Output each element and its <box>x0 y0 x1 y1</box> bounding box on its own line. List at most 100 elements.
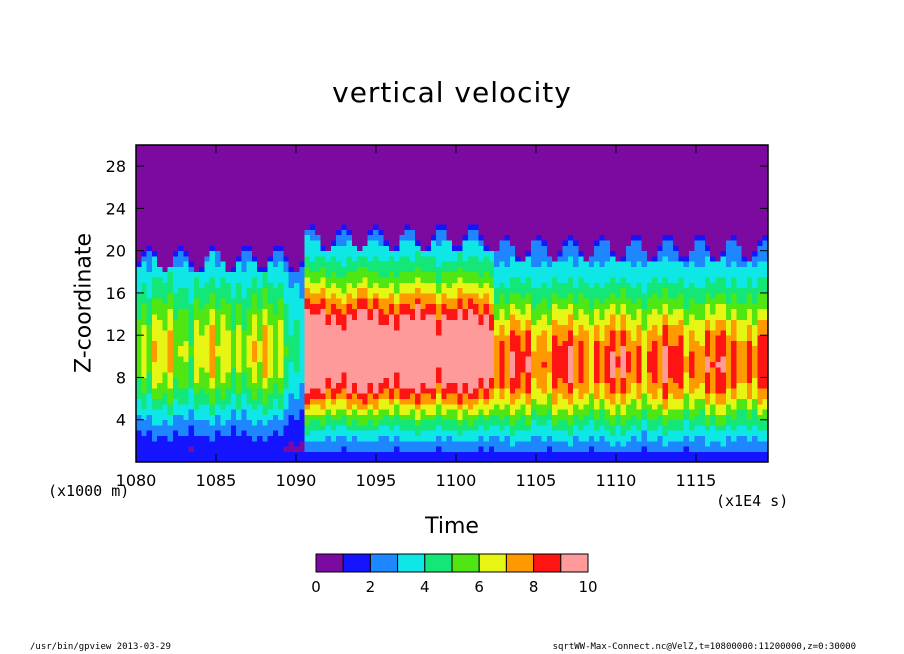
heatmap-cell <box>167 430 174 436</box>
heatmap-cell <box>262 393 269 399</box>
heatmap-cell <box>162 425 168 431</box>
heatmap-cell <box>299 234 305 241</box>
heatmap-cell <box>178 398 184 405</box>
heatmap-cell <box>178 403 184 410</box>
heatmap-cell <box>488 245 495 252</box>
heatmap-cell <box>199 393 205 399</box>
heatmap-cell <box>294 446 300 452</box>
heatmap-cell <box>546 430 553 436</box>
heatmap-cell <box>462 372 469 378</box>
heatmap-cell <box>420 176 427 183</box>
heatmap-cell <box>509 282 516 289</box>
heatmap-cell <box>193 351 200 357</box>
heatmap-cell <box>362 382 369 389</box>
heatmap-cell <box>320 319 326 326</box>
heatmap-cell <box>341 266 348 273</box>
heatmap-cell <box>441 456 448 463</box>
heatmap-cell <box>483 266 490 273</box>
heatmap-cell <box>546 240 553 246</box>
heatmap-cell <box>141 372 147 378</box>
heatmap-cell <box>473 409 479 415</box>
heatmap-cell <box>488 282 495 289</box>
heatmap-cell <box>541 319 548 326</box>
heatmap-cell <box>425 266 432 273</box>
heatmap-cell <box>520 292 527 299</box>
heatmap-cell <box>204 255 211 262</box>
heatmap-cell <box>557 451 563 458</box>
heatmap-cell <box>251 197 258 204</box>
heatmap-cell <box>520 187 527 193</box>
heatmap-cell <box>525 372 532 378</box>
heatmap-cell <box>272 446 279 452</box>
heatmap-cell <box>452 440 458 447</box>
heatmap-cell <box>430 409 437 415</box>
heatmap-cell <box>394 377 400 384</box>
heatmap-cell <box>215 340 221 347</box>
heatmap-cell <box>483 324 490 331</box>
heatmap-cell <box>172 319 179 326</box>
heatmap-cell <box>267 388 274 394</box>
heatmap-cell <box>230 218 237 225</box>
heatmap-cell <box>504 372 511 378</box>
heatmap-cell <box>483 377 490 384</box>
heatmap-cell <box>136 213 142 220</box>
heatmap-cell <box>172 187 179 193</box>
heatmap-cell <box>199 197 205 204</box>
heatmap-cell <box>531 218 537 225</box>
heatmap-cell <box>246 203 253 209</box>
heatmap-cell <box>294 340 300 347</box>
heatmap-cell <box>262 181 269 188</box>
heatmap-cell <box>488 456 495 463</box>
heatmap-cell <box>309 155 316 162</box>
heatmap-cell <box>425 356 432 363</box>
heatmap-cell <box>251 271 258 278</box>
heatmap-cell <box>557 314 563 320</box>
heatmap-cell <box>246 187 253 193</box>
heatmap-cell <box>241 456 247 463</box>
heatmap-cell <box>304 218 311 225</box>
heatmap-cell <box>172 440 179 447</box>
heatmap-cell <box>346 298 353 304</box>
heatmap-cell <box>462 366 469 373</box>
heatmap-cell <box>278 366 284 373</box>
heatmap-cell <box>167 181 174 188</box>
heatmap-cell <box>552 324 558 331</box>
heatmap-cell <box>557 261 563 267</box>
heatmap-cell <box>531 282 537 289</box>
heatmap-cell <box>515 430 521 436</box>
heatmap-cell <box>541 345 548 352</box>
heatmap-cell <box>162 451 168 458</box>
heatmap-cell <box>562 414 569 421</box>
heatmap-cell <box>346 446 353 452</box>
heatmap-cell <box>304 271 311 278</box>
heatmap-cell <box>341 166 348 172</box>
heatmap-cell <box>478 377 484 384</box>
heatmap-cell <box>525 150 532 156</box>
heatmap-cell <box>294 398 300 405</box>
heatmap-cell <box>346 393 353 399</box>
heatmap-cell <box>494 430 500 436</box>
heatmap-cell <box>294 314 300 320</box>
heatmap-cell <box>225 181 232 188</box>
heatmap-cell <box>167 319 174 326</box>
heatmap-cell <box>225 229 232 236</box>
heatmap-cell <box>546 435 553 442</box>
heatmap-cell <box>336 456 342 463</box>
heatmap-cell <box>467 187 474 193</box>
heatmap-cell <box>525 393 532 399</box>
heatmap-cell <box>204 356 211 363</box>
heatmap-cell <box>446 292 453 299</box>
heatmap-cell <box>388 446 395 452</box>
heatmap-cell <box>341 245 348 252</box>
heatmap-cell <box>494 271 500 278</box>
heatmap-cell <box>541 456 548 463</box>
heatmap-cell <box>536 181 542 188</box>
heatmap-cell <box>315 250 321 257</box>
heatmap-cell <box>436 414 442 421</box>
heatmap-cell <box>373 440 379 447</box>
heatmap-cell <box>488 218 495 225</box>
heatmap-cell <box>399 166 405 172</box>
heatmap-cell <box>383 329 390 336</box>
heatmap-cell <box>362 356 369 363</box>
heatmap-cell <box>220 192 226 199</box>
